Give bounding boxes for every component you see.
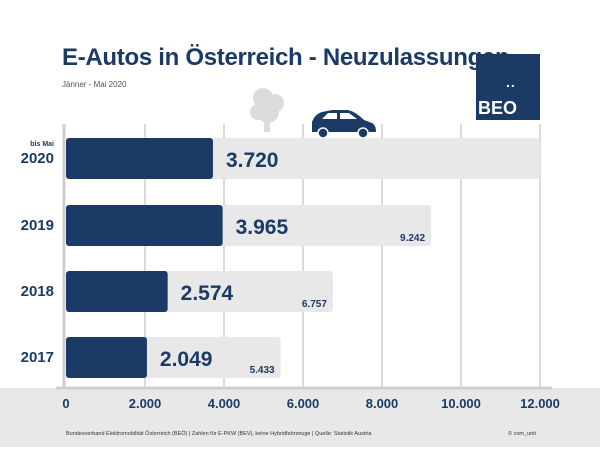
value-label: 2.049	[160, 348, 213, 371]
total-label: 9.242	[400, 233, 425, 244]
chart-title: E-Autos in Österreich - Neuzulassungen	[62, 44, 510, 71]
footer-band	[0, 388, 600, 447]
x-tick-label: 10.000	[441, 396, 481, 411]
beo-logo: .. BEO	[476, 54, 540, 120]
value-bar	[66, 138, 213, 179]
y-category-label: 2018	[20, 283, 54, 300]
value-label: 3.965	[236, 216, 289, 239]
logo-dots: ..	[506, 74, 516, 90]
value-label: 2.574	[181, 282, 234, 305]
y-category-label: 2019	[20, 217, 54, 234]
total-label: 5.433	[250, 365, 275, 376]
y-category-label: 2017	[20, 349, 54, 366]
x-tick-label: 8.000	[365, 396, 399, 411]
value-bar	[66, 205, 223, 246]
category-note: bis Mai	[30, 141, 54, 148]
chart-subtitle: Jänner - Mai 2020	[62, 80, 127, 89]
copyright: © com_unit	[508, 431, 536, 437]
car-icon	[312, 110, 376, 139]
value-bar	[66, 337, 147, 378]
x-tick-label: 2.000	[128, 396, 162, 411]
y-category-label: 2020	[20, 150, 54, 167]
total-label: 6.757	[302, 299, 327, 310]
x-tick-label: 6.000	[286, 396, 320, 411]
x-tick-label: 12.000	[520, 396, 560, 411]
value-label: 3.720	[226, 149, 279, 172]
logo-text: BEO	[478, 98, 518, 118]
source-note: Bundesverband Elektromobilität Österreic…	[66, 431, 372, 437]
x-tick-label: 4.000	[207, 396, 241, 411]
tree-icon	[250, 88, 284, 132]
value-bar	[66, 271, 168, 312]
x-tick-label: 0	[62, 396, 70, 411]
